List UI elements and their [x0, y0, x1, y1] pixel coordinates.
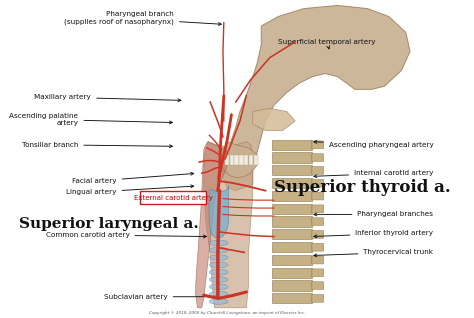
FancyBboxPatch shape [311, 256, 324, 264]
Ellipse shape [210, 299, 228, 304]
Bar [229, 155, 234, 165]
Bar [272, 280, 312, 291]
Text: Ascending palatine
artery: Ascending palatine artery [9, 113, 173, 126]
Ellipse shape [210, 277, 228, 282]
Bar [239, 155, 244, 165]
FancyBboxPatch shape [311, 154, 324, 162]
Bar [272, 293, 312, 303]
Text: Subclavian artery: Subclavian artery [104, 294, 217, 300]
Bar [272, 178, 312, 188]
Bar [272, 153, 312, 162]
Bar [249, 155, 254, 165]
Bar [272, 140, 312, 150]
FancyBboxPatch shape [311, 205, 324, 213]
Ellipse shape [210, 269, 228, 275]
Polygon shape [195, 142, 227, 308]
FancyBboxPatch shape [311, 179, 324, 187]
Bar [272, 229, 312, 239]
Text: Facial artery: Facial artery [72, 172, 194, 184]
Text: Thyrocervical trunk: Thyrocervical trunk [314, 249, 433, 257]
Bar [272, 242, 312, 252]
Ellipse shape [210, 255, 228, 260]
FancyBboxPatch shape [311, 294, 324, 302]
Polygon shape [223, 5, 410, 191]
Bar [244, 155, 248, 165]
Text: Lingual artery: Lingual artery [66, 185, 194, 195]
Bar [235, 155, 239, 165]
Text: Copyright © 2010, 2005 by Churchill Livingstone, an imprint of Elsevier Inc.: Copyright © 2010, 2005 by Churchill Livi… [149, 311, 305, 315]
Polygon shape [253, 108, 295, 130]
Ellipse shape [210, 240, 228, 246]
Text: External carotid artery: External carotid artery [134, 195, 212, 201]
Text: Superficial temporal artery: Superficial temporal artery [278, 39, 376, 49]
FancyBboxPatch shape [311, 231, 324, 238]
Text: Tonsillar branch: Tonsillar branch [22, 142, 173, 148]
Text: Pharyngeal branch
(supplies roof of nasopharynx): Pharyngeal branch (supplies roof of naso… [64, 11, 221, 25]
Ellipse shape [210, 262, 228, 268]
Bar [272, 268, 312, 278]
Text: Internal carotid artery: Internal carotid artery [314, 170, 433, 178]
FancyBboxPatch shape [311, 167, 324, 174]
Text: Inferior thyroid artery: Inferior thyroid artery [314, 231, 433, 238]
FancyBboxPatch shape [311, 141, 324, 149]
Polygon shape [222, 142, 257, 178]
Text: Superior thyroid a.: Superior thyroid a. [274, 179, 451, 196]
FancyBboxPatch shape [311, 192, 324, 200]
Text: Common carotid artery: Common carotid artery [46, 232, 206, 238]
Ellipse shape [210, 291, 228, 297]
Bar [134, 1, 440, 317]
FancyBboxPatch shape [311, 243, 324, 251]
Bar [272, 191, 312, 201]
Ellipse shape [210, 284, 228, 290]
FancyBboxPatch shape [311, 282, 324, 289]
Bar [225, 155, 229, 165]
Text: Pharyngeal branches: Pharyngeal branches [314, 211, 433, 218]
FancyBboxPatch shape [311, 269, 324, 277]
Bar [272, 204, 312, 214]
Bar [254, 155, 258, 165]
Bar [140, 191, 206, 204]
Bar [272, 255, 312, 265]
Text: Superior laryngeal a.: Superior laryngeal a. [19, 217, 199, 231]
Text: Maxillary artery: Maxillary artery [35, 94, 181, 102]
Polygon shape [209, 186, 228, 238]
Bar [272, 217, 312, 227]
Ellipse shape [210, 247, 228, 253]
Bar [272, 165, 312, 176]
FancyBboxPatch shape [311, 218, 324, 225]
Text: Ascending pharyngeal artery: Ascending pharyngeal artery [314, 141, 433, 148]
Polygon shape [204, 142, 253, 308]
